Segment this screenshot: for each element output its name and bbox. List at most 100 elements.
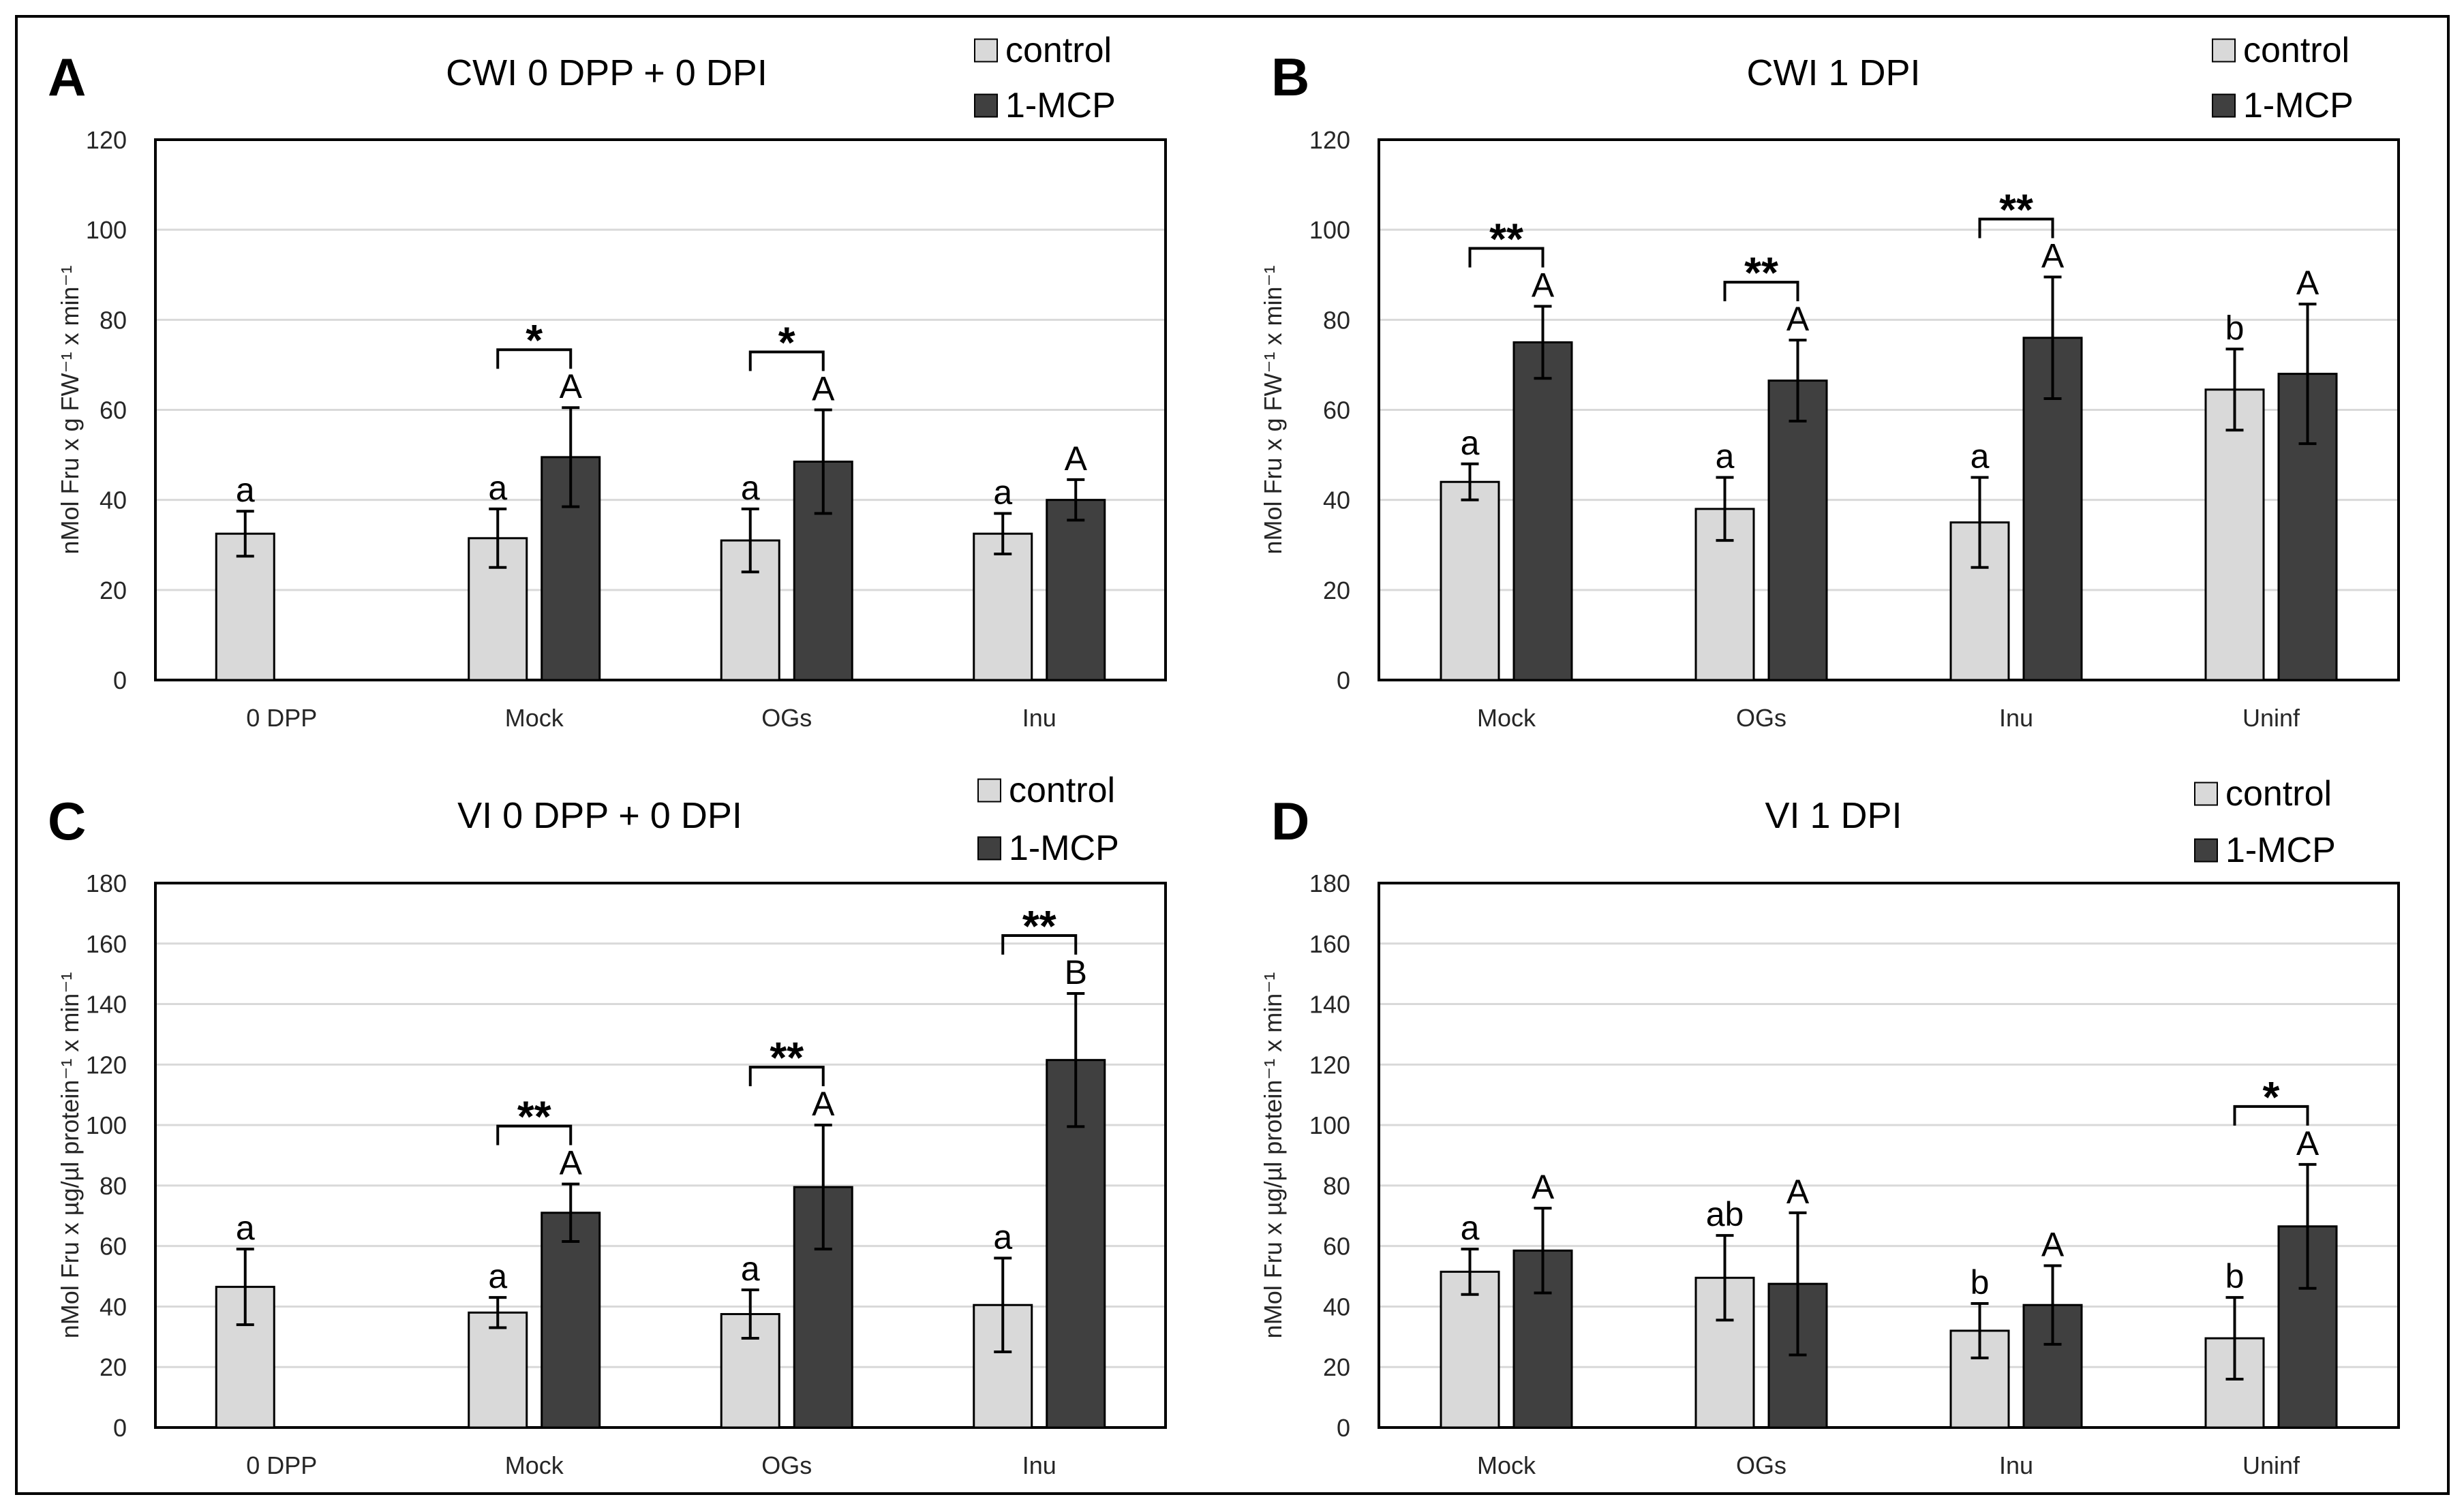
x-tick-label: Uninf <box>2242 704 2300 732</box>
significance-stars: ** <box>1999 185 2033 234</box>
bar-1-mcp <box>1512 341 1573 681</box>
panel-letter: B <box>1271 47 1309 107</box>
x-tick-label: Uninf <box>2242 1451 2300 1479</box>
figure-frame <box>15 15 2450 1495</box>
y-axis-label: nMol Fru x µg/µl protein⁻¹ x min⁻¹ <box>56 972 84 1339</box>
letter-label: A <box>560 367 583 405</box>
x-tick-label: Inu <box>1022 704 1056 732</box>
letter-label: ab <box>1706 1195 1744 1233</box>
bar-control <box>468 1311 528 1429</box>
y-tick-label: 20 <box>100 1353 127 1381</box>
significance-bracket <box>2233 1105 2309 1126</box>
letter-label: A <box>812 370 835 408</box>
y-tick-label: 60 <box>100 1233 127 1261</box>
letter-label: a <box>993 473 1012 511</box>
legend-label-1-mcp: 1-MCP <box>2243 86 2354 125</box>
y-tick-label: 60 <box>1323 397 1350 425</box>
x-tick-label: OGs <box>1736 1451 1786 1479</box>
letter-label: a <box>1461 1209 1480 1247</box>
panel-letter: C <box>48 791 86 851</box>
y-tick-label: 180 <box>86 869 127 897</box>
significance-stars: ** <box>1022 901 1056 951</box>
letter-label: a <box>1716 437 1735 476</box>
y-tick-label: 120 <box>86 1051 127 1079</box>
significance-stars: * <box>778 318 795 367</box>
legend-swatch-1-mcp <box>974 93 998 118</box>
x-tick-label: 0 DPP <box>246 1451 317 1479</box>
legend-swatch-control <box>2194 782 2218 806</box>
panel-letter: D <box>1271 791 1309 851</box>
y-tick-label: 80 <box>100 1172 127 1200</box>
significance-stars: * <box>526 315 543 365</box>
y-tick-label: 120 <box>86 126 127 154</box>
x-tick-label: Mock <box>505 704 564 732</box>
legend-label-control: control <box>2225 774 2332 814</box>
y-axis-label: nMol Fru x g FW⁻¹ x min⁻¹ <box>1259 265 1287 554</box>
y-tick-label: 100 <box>86 1111 127 1139</box>
bar-control <box>215 532 275 681</box>
y-tick-label: 40 <box>100 1293 127 1321</box>
plot-frame <box>1378 882 2400 1429</box>
y-tick-label: 140 <box>1309 991 1350 1019</box>
y-tick-label: 40 <box>1323 487 1350 514</box>
y-tick-label: 80 <box>100 306 127 334</box>
bar-control <box>2204 1337 2265 1429</box>
significance-bracket <box>1978 217 2054 238</box>
y-tick-label: 120 <box>1309 1051 1350 1079</box>
y-tick-label: 20 <box>1323 576 1350 604</box>
y-tick-label: 0 <box>1337 1414 1350 1442</box>
letter-label: A <box>1065 439 1088 478</box>
y-tick-label: 140 <box>86 991 127 1019</box>
y-axis-label: nMol Fru x g FW⁻¹ x min⁻¹ <box>56 265 84 554</box>
x-tick-label: Inu <box>1999 704 2033 732</box>
y-tick-label: 80 <box>1323 306 1350 334</box>
y-axis-label: nMol Fru x µg/µl protein⁻¹ x min⁻¹ <box>1259 972 1287 1339</box>
bar-1-mcp <box>541 1212 601 1429</box>
legend-label-1-mcp: 1-MCP <box>1009 829 1119 868</box>
x-tick-label: OGs <box>1736 704 1786 732</box>
letter-label: a <box>488 469 507 507</box>
y-tick-label: 180 <box>1309 869 1350 897</box>
y-tick-label: 40 <box>100 487 127 514</box>
y-tick-label: 160 <box>86 930 127 958</box>
plot-frame <box>154 882 1167 1429</box>
letter-label: B <box>1065 953 1087 991</box>
legend-label-1-mcp: 1-MCP <box>2225 831 2336 870</box>
letter-label: a <box>741 469 760 507</box>
significance-bracket <box>748 1066 825 1087</box>
letter-label: b <box>2225 1257 2245 1295</box>
x-tick-label: OGs <box>761 704 812 732</box>
y-tick-label: 20 <box>1323 1353 1350 1381</box>
letter-label: a <box>1461 424 1480 462</box>
letter-label: A <box>812 1085 835 1123</box>
chart-title: VI 1 DPI <box>1765 795 1902 836</box>
letter-label: A <box>2296 264 2319 302</box>
bar-control <box>1440 1270 1500 1429</box>
x-tick-label: Inu <box>1022 1451 1056 1479</box>
y-tick-label: 100 <box>86 216 127 244</box>
legend-label-control: control <box>1009 771 1115 810</box>
letter-label: A <box>1532 1168 1555 1206</box>
significance-bracket <box>1723 281 1799 302</box>
y-tick-label: 0 <box>113 1414 127 1442</box>
legend-label-control: control <box>2243 31 2349 70</box>
panel-C: 0 20 40 60 80 100 120 140 160 180 nMol Fru x µg/µl… <box>48 771 1167 1479</box>
panel-D: 0 20 40 60 80 100 120 140 160 180 nMol Fru x µg/µl… <box>1259 774 2400 1479</box>
x-tick-label: 0 DPP <box>246 704 317 732</box>
letter-label: A <box>560 1144 583 1182</box>
significance-stars: ** <box>770 1033 804 1082</box>
y-tick-label: 100 <box>1309 216 1350 244</box>
y-tick-label: 160 <box>1309 930 1350 958</box>
significance-stars: ** <box>1489 215 1523 264</box>
legend-swatch-control <box>974 38 998 63</box>
y-tick-label: 0 <box>1337 666 1350 694</box>
bar-control <box>1440 480 1500 681</box>
y-tick-label: 80 <box>1323 1172 1350 1200</box>
letter-label: a <box>236 471 255 509</box>
significance-stars: ** <box>1744 248 1778 297</box>
letter-label: A <box>1532 266 1555 305</box>
letter-label: a <box>1971 437 1990 476</box>
y-tick-label: 0 <box>113 666 127 694</box>
y-tick-label: 100 <box>1309 1111 1350 1139</box>
